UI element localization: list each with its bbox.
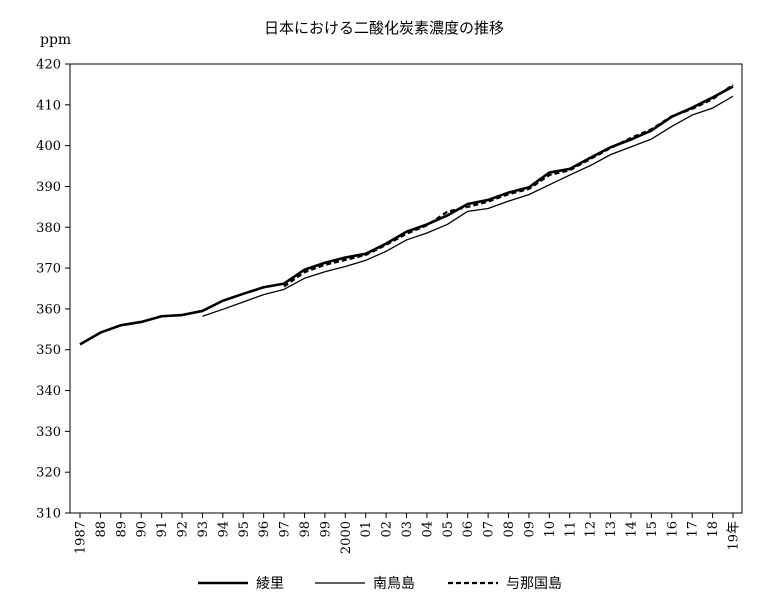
y-axis: 310 320 330 340 350 360 370 380 390 400 410 420 [36,58,70,522]
x-tick-label: 96 [257,521,272,538]
y-tick-label: 390 [36,180,61,195]
legend: 綾里 南鳥島 与那国島 [198,576,562,592]
plot-area-frame [69,63,743,514]
x-tick-label: 95 [237,521,252,538]
y-tick-label: 400 [36,139,61,154]
y-tick-label: 420 [36,58,61,73]
y-axis-unit-label: ppm [40,32,71,48]
y-tick-label: 330 [36,425,61,440]
x-tick-label: 02 [380,521,395,538]
x-tick-label: 01 [359,521,374,538]
x-tick-label: 91 [155,521,170,538]
legend-label-1: 綾里 [256,576,284,592]
x-tick-label: 09 [522,521,537,538]
x-tick-label: 90 [135,521,150,538]
x-tick-label: 99 [318,521,333,538]
series-line-2 [202,95,734,317]
y-tick-label: 340 [36,384,61,399]
legend-label-3: 与那国島 [506,576,562,592]
x-tick-label: 17 [686,521,701,538]
x-tick-label: 13 [604,521,619,538]
legend-label-2: 南鳥島 [373,576,415,592]
x-tick-label: 97 [278,521,293,538]
x-tick-label: 94 [216,521,231,538]
x-tick-label: 1987 [74,521,89,554]
x-tick-label: 93 [196,521,211,538]
x-tick-label: 92 [176,521,191,538]
series-line-3 [283,83,734,288]
x-tick-label: 2000 [339,521,354,554]
x-tick-label: 89 [114,521,129,538]
x-tick-label: 19年 [727,521,742,551]
x-tick-label: 12 [584,521,599,538]
y-tick-label: 320 [36,466,61,481]
x-axis: 1987 88 89 90 91 92 93 94 95 96 97 98 99 2000 01 02 03 04… [74,513,742,554]
y-tick-label: 410 [36,98,61,113]
y-tick-label: 350 [36,343,61,358]
x-tick-label: 15 [645,521,660,538]
x-tick-label: 04 [420,521,435,538]
y-tick-label: 380 [36,221,61,236]
x-tick-label: 08 [502,521,517,538]
y-tick-label: 310 [36,507,61,522]
x-tick-label: 03 [400,521,415,538]
x-tick-label: 06 [461,521,476,538]
x-tick-label: 05 [441,521,456,538]
series-lines [79,83,734,346]
chart-title: 日本における二酸化炭素濃度の推移 [264,19,504,37]
x-tick-label: 07 [482,521,497,538]
x-tick-label: 16 [665,521,680,538]
y-tick-label: 360 [36,302,61,317]
x-tick-label: 18 [706,521,721,538]
x-tick-label: 14 [624,521,639,538]
x-tick-label: 88 [94,521,109,538]
series-line-1 [79,85,734,346]
x-tick-label: 98 [298,521,313,538]
y-tick-label: 370 [36,262,61,277]
x-tick-label: 10 [543,521,558,538]
x-tick-label: 11 [563,521,578,538]
